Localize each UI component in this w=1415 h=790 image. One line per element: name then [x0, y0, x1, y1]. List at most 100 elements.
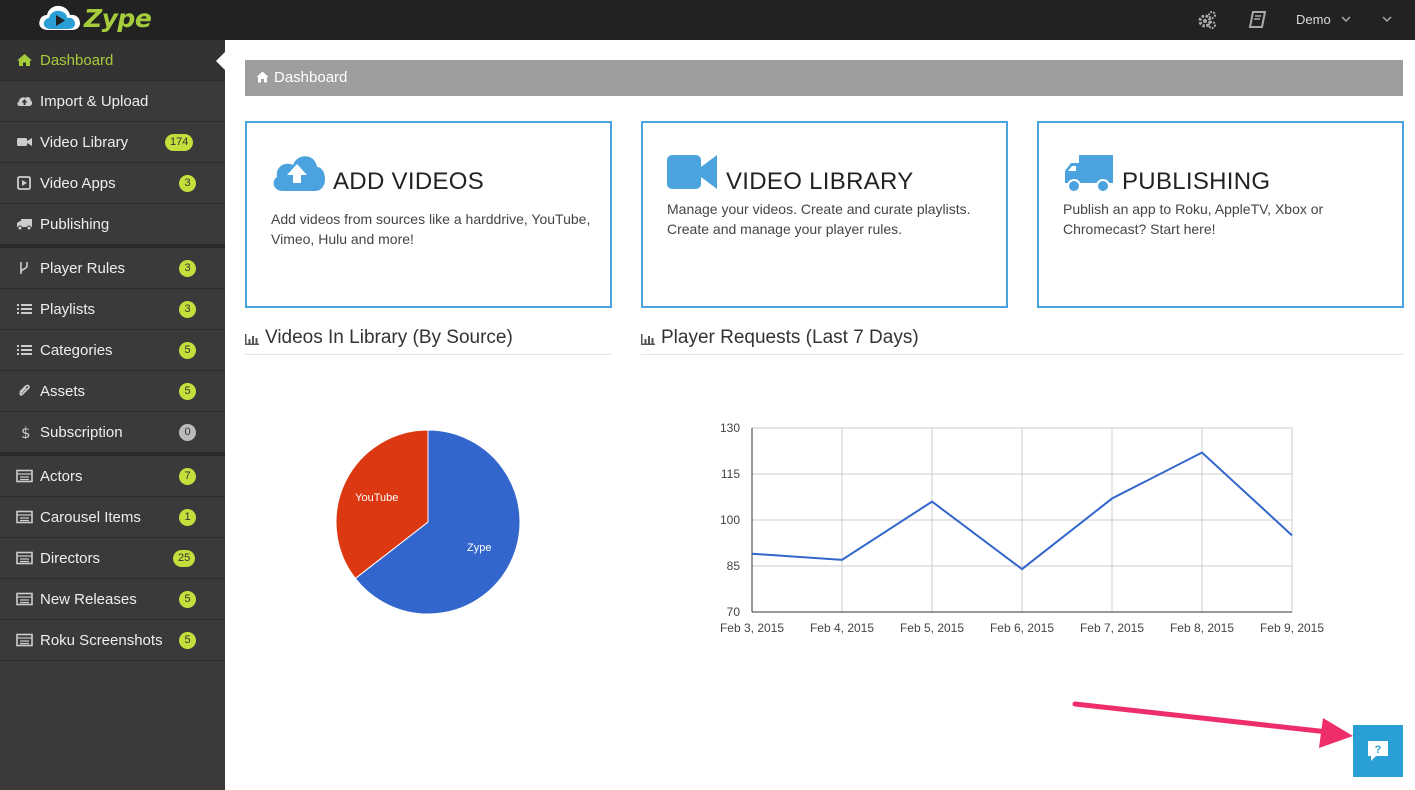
sidebar-item-roku-screenshots[interactable]: Roku Screenshots 5 [0, 620, 225, 661]
data-point[interactable] [839, 557, 845, 563]
play-square-icon [17, 176, 31, 190]
sidebar-item-video-library[interactable]: Video Library 174 [0, 122, 225, 163]
sidebar-item-label: Video Apps [40, 175, 116, 192]
breadcrumb-label[interactable]: Dashboard [274, 69, 348, 86]
count-badge: 25 [173, 550, 196, 567]
home-icon [17, 54, 32, 66]
y-tick-label: 70 [727, 605, 741, 619]
dollar-icon: $ [21, 425, 31, 439]
sidebar-item-import-upload[interactable]: Import & Upload [0, 81, 225, 122]
sidebar-item-label: Assets [40, 383, 86, 400]
series-line [751, 451, 1293, 571]
sidebar-item-label: Actors [40, 468, 83, 485]
sidebar-item-new-releases[interactable]: New Releases 5 [0, 579, 225, 620]
gears-icon[interactable] [1197, 10, 1217, 30]
sidebar-item-label: Subscription [40, 424, 123, 441]
data-point[interactable] [1289, 532, 1295, 538]
truck-icon [17, 219, 32, 231]
requests-section-header: Player Requests (Last 7 Days) [641, 326, 1403, 355]
requests-line-chart: 130 115 100 85 70 Feb 3, 2015 Feb 4, 2015 Feb 5… [720, 421, 1324, 635]
count-badge: 3 [179, 175, 196, 192]
card-description: Manage your videos. Create and curate pl… [667, 201, 971, 237]
paperclip-icon [19, 384, 30, 396]
publishing-card[interactable]: PUBLISHING Publish an app to Roku, Apple… [1037, 121, 1404, 308]
pie-slice-label: YouTube [355, 492, 398, 504]
table-icon [16, 510, 33, 524]
sidebar-item-label: New Releases [40, 591, 137, 608]
count-badge: 5 [179, 632, 196, 649]
card-title: PUBLISHING [1122, 168, 1271, 195]
sidebar-item-label: Publishing [40, 216, 110, 233]
help-chat-button[interactable]: ? [1353, 725, 1403, 777]
card-description: Add videos from sources like a harddrive… [271, 211, 591, 247]
sidebar-item-label: Directors [40, 550, 101, 567]
count-badge: 5 [179, 591, 196, 608]
pie-slice-youtube[interactable] [335, 429, 429, 580]
card-description: Publish an app to Roku, AppleTV, Xbox or… [1063, 201, 1324, 237]
sidebar-item-directors[interactable]: Directors 25 [0, 538, 225, 579]
svg-text:$: $ [21, 425, 31, 439]
x-tick-label: Feb 5, 2015 [900, 621, 964, 635]
data-point[interactable] [1199, 450, 1205, 456]
sidebar-divider [0, 245, 225, 248]
x-tick-label: Feb 8, 2015 [1170, 621, 1234, 635]
section-title: Player Requests (Last 7 Days) [661, 327, 919, 348]
branch-icon [20, 262, 28, 274]
section-title: Videos In Library (By Source) [265, 327, 513, 348]
cloud-upload-icon [17, 96, 33, 106]
active-indicator [216, 52, 225, 70]
card-title: VIDEO LIBRARY [726, 168, 914, 195]
sidebar-item-categories[interactable]: Categories 5 [0, 330, 225, 371]
sidebar-item-actors[interactable]: Actors 7 [0, 456, 225, 497]
user-chevron-down-icon[interactable] [1340, 14, 1352, 24]
x-tick-label: Feb 6, 2015 [990, 621, 1054, 635]
data-point[interactable] [1109, 496, 1115, 502]
top-navbar: Zype Demo [0, 0, 1415, 40]
user-menu[interactable]: Demo [1296, 12, 1331, 27]
count-badge: 5 [179, 342, 196, 359]
table-icon [16, 592, 33, 606]
x-tick-label: Feb 4, 2015 [810, 621, 874, 635]
count-badge: 0 [179, 424, 196, 441]
count-badge: 5 [179, 383, 196, 400]
zype-logo[interactable]: Zype [36, 2, 152, 34]
sidebar-item-label: Player Rules [40, 260, 126, 277]
sidebar-item-player-rules[interactable]: Player Rules 3 [0, 248, 225, 289]
bar-chart-icon [245, 334, 259, 345]
x-tick-label: Feb 7, 2015 [1080, 621, 1144, 635]
cloud-upload-icon [273, 156, 325, 191]
sidebar-item-label: Roku Screenshots [40, 632, 163, 649]
sidebar-item-carousel-items[interactable]: Carousel Items 1 [0, 497, 225, 538]
bar-chart-icon [641, 334, 655, 345]
add-videos-card[interactable]: ADD VIDEOS Add videos from sources like … [245, 121, 612, 308]
sidebar-item-video-apps[interactable]: Video Apps 3 [0, 163, 225, 204]
cloud-play-logo-icon [39, 5, 80, 31]
data-point[interactable] [1019, 566, 1025, 572]
data-point[interactable] [929, 499, 935, 505]
video-library-card[interactable]: VIDEO LIBRARY Manage your videos. Create… [641, 121, 1008, 308]
help-chat-icon: ? [1368, 741, 1388, 761]
sidebar-item-dashboard[interactable]: Dashboard [0, 40, 225, 81]
home-icon [256, 71, 269, 83]
breadcrumb: Dashboard [245, 60, 1403, 96]
card-title: ADD VIDEOS [333, 168, 485, 195]
sidebar-item-label: Dashboard [40, 52, 114, 69]
sidebar-item-label: Import & Upload [40, 93, 149, 110]
table-icon [16, 469, 33, 483]
y-tick-label: 85 [727, 559, 741, 573]
sidebar-item-label: Carousel Items [40, 509, 141, 526]
sidebar-item-publishing[interactable]: Publishing [0, 204, 225, 245]
menu-chevron-down-icon[interactable] [1381, 14, 1393, 24]
sidebar-item-subscription[interactable]: $ Subscription 0 [0, 412, 225, 453]
sidebar-item-playlists[interactable]: Playlists 3 [0, 289, 225, 330]
sidebar-item-label: Video Library [40, 134, 129, 151]
sidebar-item-assets[interactable]: Assets 5 [0, 371, 225, 412]
svg-text:?: ? [1375, 744, 1382, 756]
count-badge: 174 [165, 134, 194, 151]
pie-slice-zype[interactable] [354, 429, 521, 615]
table-icon [16, 551, 33, 565]
data-point[interactable] [749, 551, 755, 557]
book-icon[interactable] [1248, 10, 1268, 30]
table-icon [16, 633, 33, 647]
sidebar-divider [0, 453, 225, 456]
